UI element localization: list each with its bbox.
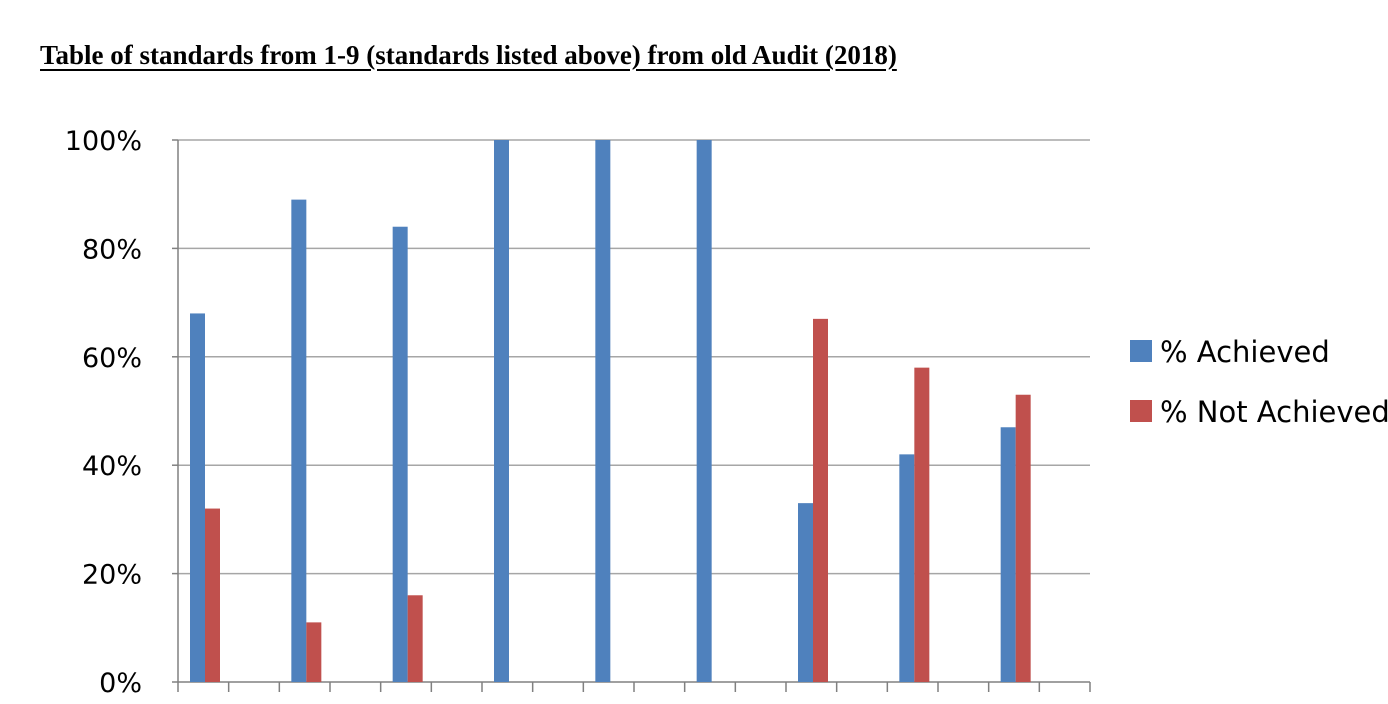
legend: % Achieved % Not Achieved xyxy=(1130,335,1388,429)
legend-label: % Achieved xyxy=(1160,335,1330,369)
legend-swatch xyxy=(1130,340,1152,362)
y-tick-label: 100% xyxy=(65,126,142,157)
bar-not-achieved xyxy=(205,508,220,682)
bar-achieved xyxy=(1000,427,1016,682)
bars xyxy=(190,140,1031,682)
bar-achieved xyxy=(696,140,712,682)
bar-achieved xyxy=(595,140,611,682)
bar-achieved xyxy=(392,226,408,682)
y-tick-label: 80% xyxy=(82,234,142,265)
bar-achieved xyxy=(190,313,205,682)
y-tick-label: 60% xyxy=(82,343,142,374)
chart-title: Table of standards from 1-9 (standards l… xyxy=(40,40,897,70)
axes xyxy=(172,139,1091,692)
bar-achieved xyxy=(494,140,509,682)
y-axis-labels: 0% 20% 40% 60% 80% 100% xyxy=(65,126,142,699)
bar-not-achieved xyxy=(813,318,828,682)
y-tick-label: 40% xyxy=(82,451,142,482)
legend-label: % Not Achieved xyxy=(1160,395,1388,429)
y-tick-label: 0% xyxy=(99,668,142,699)
y-tick-label: 20% xyxy=(82,560,142,591)
bar-not-achieved xyxy=(1015,394,1031,682)
bar-not-achieved xyxy=(407,595,423,682)
bar-achieved xyxy=(291,199,307,682)
bar-achieved xyxy=(899,454,915,682)
legend-swatch xyxy=(1130,400,1152,422)
bar-achieved xyxy=(798,503,813,682)
bar-not-achieved xyxy=(914,367,930,682)
bar-not-achieved xyxy=(306,622,322,682)
grid-lines xyxy=(178,139,1090,575)
